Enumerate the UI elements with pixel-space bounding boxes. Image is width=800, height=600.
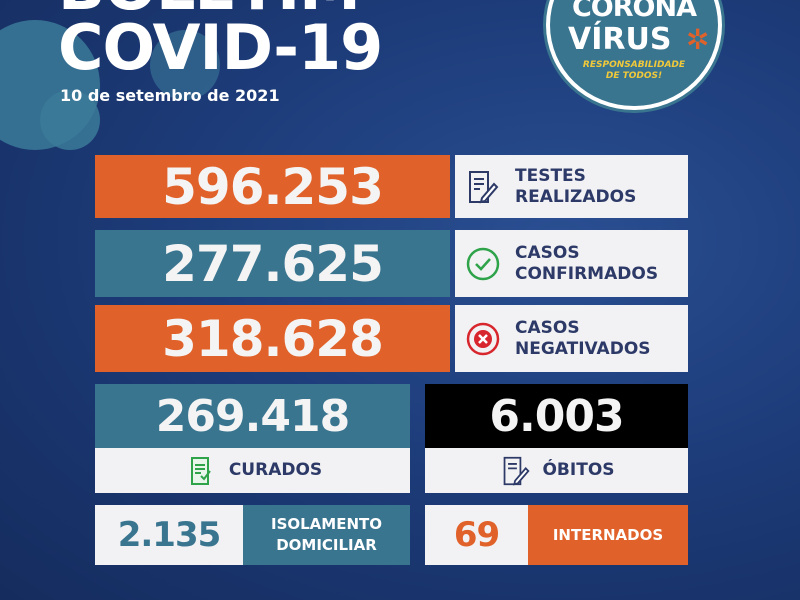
virus-decoration (40, 90, 100, 150)
curados-value: 269.418 (155, 390, 350, 442)
title-line1: BOLETIM (58, 0, 361, 19)
curados-label: CURADOS (228, 460, 323, 480)
obitos-label: ÓBITOS (542, 460, 615, 480)
internados-value: 69 (453, 515, 500, 555)
curados-label-box: CURADOS (95, 448, 410, 493)
negativados-value-box: 318.628 (95, 305, 450, 372)
coronavirus-seal-logo: CORONA VÍRUS ✲ RESPONSABILIDADE DE TODOS! (546, 0, 722, 110)
obitos-value: 6.003 (489, 390, 624, 442)
testes-value: 596.253 (162, 157, 384, 216)
internados-value-box: 69 (425, 505, 528, 565)
obitos-value-box: 6.003 (425, 384, 688, 448)
internados-label: INTERNADOS (552, 525, 664, 544)
confirmados-label1: CASOS (515, 242, 580, 263)
confirmados-label-box: CASOS CONFIRMADOS (455, 230, 688, 297)
obitos-label-box: ÓBITOS (425, 448, 688, 493)
isolamento-label-box: ISOLAMENTO DOMICILIAR (243, 505, 410, 565)
virus-icon: ✲ (686, 23, 710, 56)
confirmados-value-box: 277.625 (95, 230, 450, 297)
confirmados-label2: CONFIRMADOS (515, 263, 659, 284)
seal-slogan: RESPONSABILIDADE DE TODOS! (550, 60, 718, 82)
testes-value-box: 596.253 (95, 155, 450, 218)
negativados-label-box: CASOS NEGATIVADOS (455, 305, 688, 372)
seal-slogan-line1: RESPONSABILIDADE (582, 60, 686, 70)
check-circle-icon (465, 246, 501, 282)
isolamento-value-box: 2.135 (95, 505, 243, 565)
internados-label-box: INTERNADOS (528, 505, 688, 565)
document-edit-icon (465, 169, 501, 205)
negativados-label2: NEGATIVADOS (515, 338, 651, 359)
x-circle-icon (465, 321, 501, 357)
negativados-label1: CASOS (515, 317, 580, 338)
testes-label1: TESTES (515, 165, 586, 186)
checked-document-icon (183, 453, 219, 489)
isolamento-label1: ISOLAMENTO (270, 515, 382, 533)
testes-label2: REALIZADOS (515, 186, 637, 207)
virus-decoration (150, 30, 220, 100)
seal-slogan-line2: DE TODOS! (605, 71, 663, 81)
seal-line2: VÍRUS (568, 22, 672, 57)
negativados-value: 318.628 (162, 309, 384, 368)
bulletin-date: 10 de setembro de 2021 (60, 86, 280, 105)
isolamento-label2: DOMICILIAR (276, 536, 377, 554)
title-line2: COVID-19 (58, 11, 383, 84)
document-edit-icon (498, 453, 534, 489)
isolamento-value: 2.135 (117, 515, 222, 555)
confirmados-value: 277.625 (162, 234, 384, 293)
testes-label-box: TESTES REALIZADOS (455, 155, 688, 218)
curados-value-box: 269.418 (95, 384, 410, 448)
seal-line1: CORONA (571, 0, 697, 23)
